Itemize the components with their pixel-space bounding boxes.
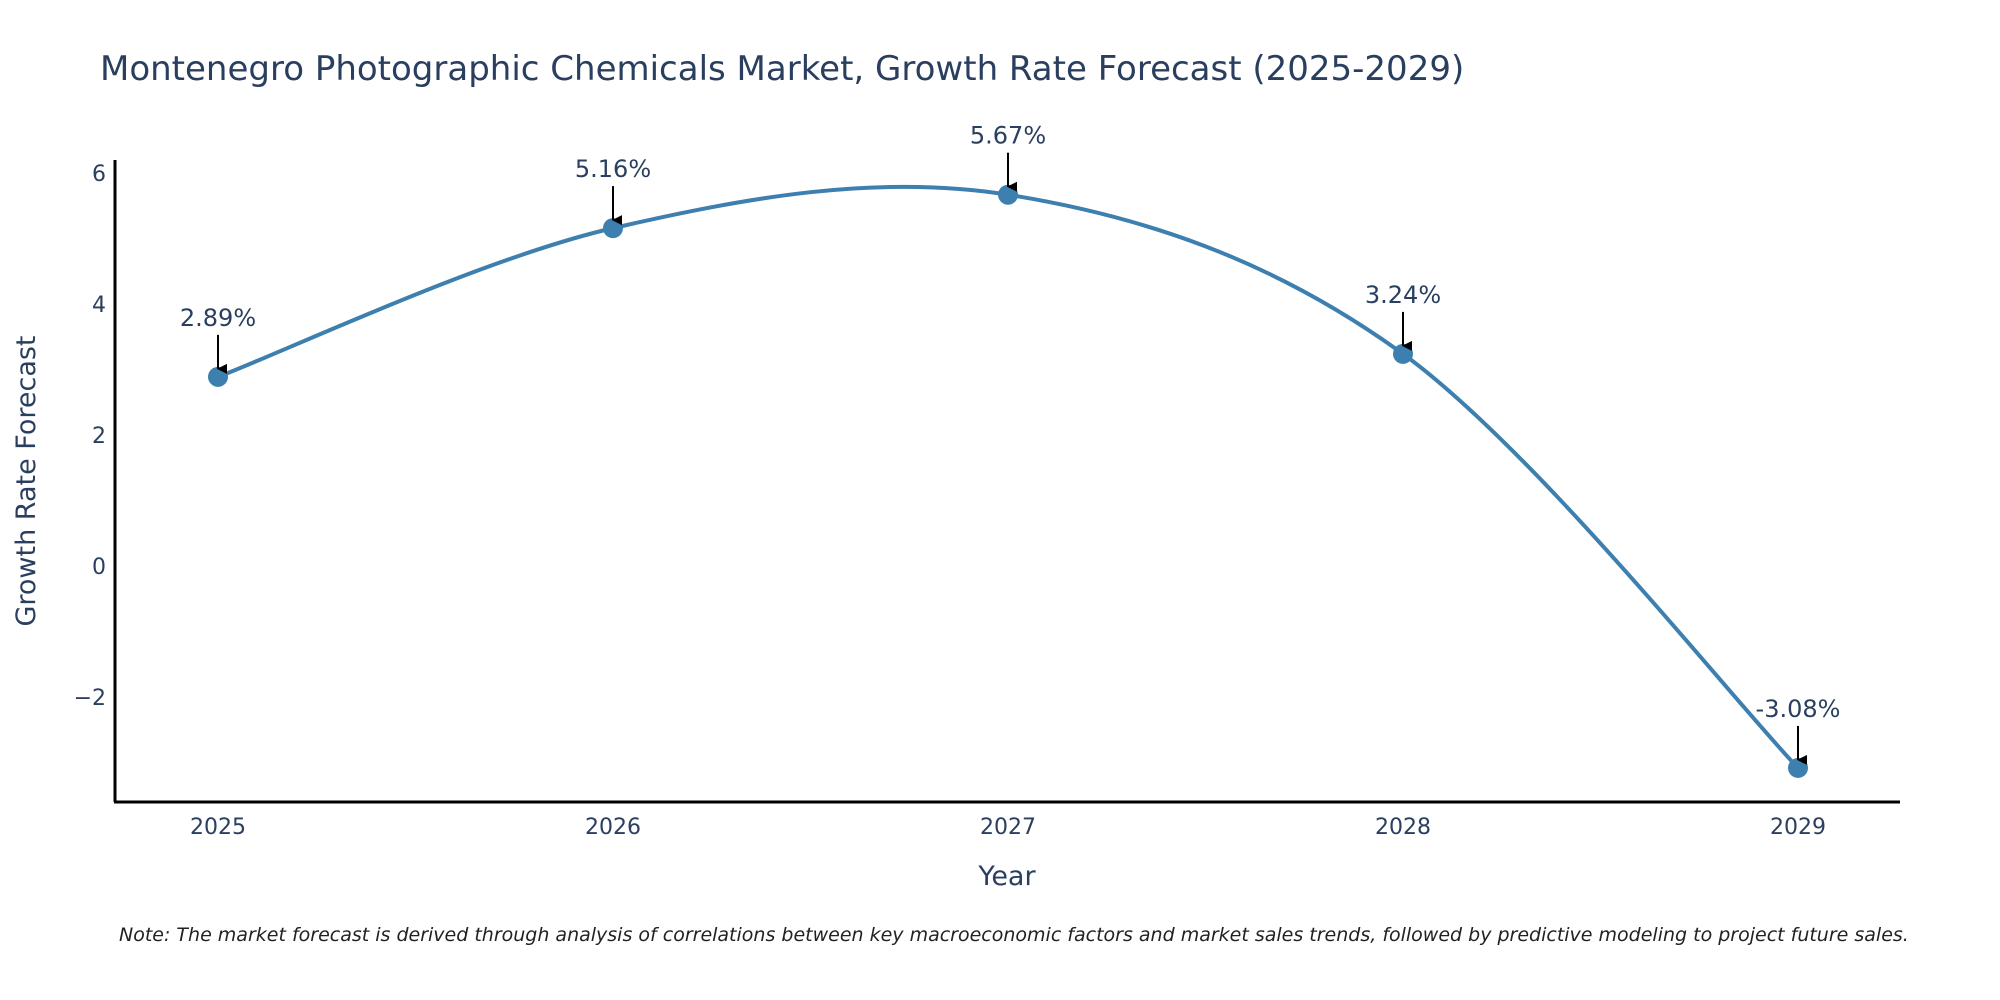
data-point-marker [208,366,228,387]
x-tick-label: 2025 [190,815,246,840]
annotation-group: 2.89% 5.16% 5.67% 3.24% -3.08% [180,122,1841,765]
data-point-marker [998,184,1018,205]
y-tick-label: 4 [92,293,106,318]
y-tick-group: −2 0 2 4 6 [74,162,106,711]
data-label: 2.89% [180,304,256,332]
data-label: 5.16% [575,155,651,183]
data-point-marker [1393,343,1413,364]
y-axis-title: Growth Rate Forecast [11,335,42,626]
x-tick-label: 2028 [1375,815,1431,840]
y-tick-label: 0 [92,555,106,580]
data-label: 3.24% [1365,281,1441,309]
data-label: 5.67% [970,122,1046,150]
x-tick-label: 2027 [980,815,1036,840]
y-tick-label: 6 [92,162,106,187]
data-point-marker [603,218,623,239]
data-point-marker [1788,757,1808,778]
x-tick-label: 2029 [1770,815,1826,840]
y-tick-label: 2 [92,424,106,449]
y-tick-label: −2 [74,686,106,711]
chart-note: Note: The market forecast is derived thr… [119,924,1909,946]
x-axis-title: Year [977,861,1036,892]
chart-title: Montenegro Photographic Chemicals Market… [100,49,1464,89]
marker-group [208,184,1808,778]
data-label: -3.08% [1756,695,1841,723]
x-tick-label: 2026 [585,815,641,840]
axes [113,160,1900,804]
x-tick-group: 2025 2026 2027 2028 2029 [190,815,1826,840]
series-line [217,184,1800,770]
